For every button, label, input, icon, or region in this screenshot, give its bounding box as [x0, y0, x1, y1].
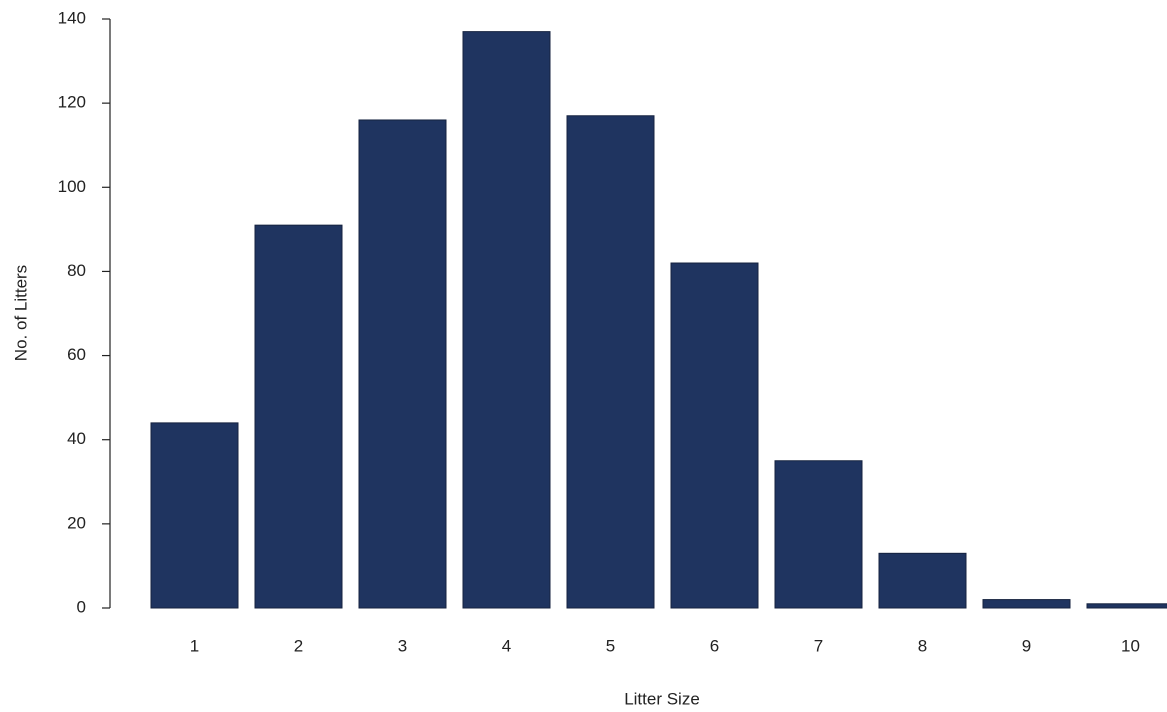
- x-tick-label: 10: [1121, 636, 1140, 655]
- y-tick-label: 0: [77, 597, 86, 616]
- y-tick-label: 120: [58, 93, 86, 112]
- bar: [150, 422, 239, 609]
- x-tick-label: 3: [398, 636, 407, 655]
- bar: [1086, 603, 1167, 609]
- x-tick-label: 9: [1022, 636, 1031, 655]
- x-tick-label: 2: [294, 636, 303, 655]
- y-tick-label: 40: [67, 429, 86, 448]
- y-tick-label: 60: [67, 345, 86, 364]
- x-tick-label: 4: [502, 636, 511, 655]
- bar: [982, 599, 1071, 609]
- y-tick-label: 80: [67, 261, 86, 280]
- x-tick-label: 5: [606, 636, 615, 655]
- bar: [878, 552, 967, 609]
- bar: [774, 460, 863, 609]
- x-tick-label: 8: [918, 636, 927, 655]
- x-tick-label: 6: [710, 636, 719, 655]
- y-tick-label: 20: [67, 513, 86, 532]
- y-tick-label: 100: [58, 177, 86, 196]
- x-tick-label: 1: [190, 636, 199, 655]
- bar: [670, 262, 759, 609]
- y-tick-label: 140: [58, 8, 86, 27]
- bar: [254, 224, 343, 609]
- y-axis-title: No. of Litters: [11, 265, 30, 361]
- bar: [462, 31, 551, 609]
- x-axis-title: Litter Size: [624, 689, 700, 708]
- bar: [566, 115, 655, 609]
- bar: [358, 119, 447, 609]
- x-tick-label: 7: [814, 636, 823, 655]
